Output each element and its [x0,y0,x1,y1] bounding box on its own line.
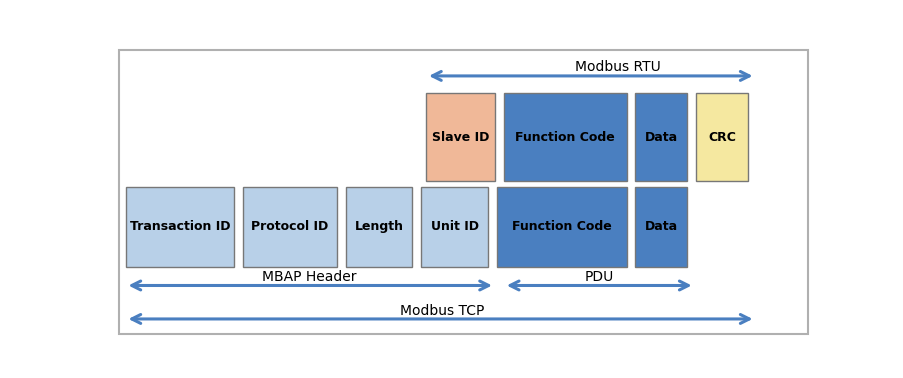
Text: Modbus RTU: Modbus RTU [574,60,659,74]
Text: Length: Length [354,220,403,233]
Text: Slave ID: Slave ID [432,130,489,144]
Text: CRC: CRC [707,130,735,144]
Text: Data: Data [644,220,677,233]
FancyBboxPatch shape [634,93,686,181]
FancyBboxPatch shape [634,186,686,266]
FancyBboxPatch shape [126,186,234,266]
FancyBboxPatch shape [503,93,626,181]
Text: Function Code: Function Code [515,130,614,144]
FancyBboxPatch shape [242,186,337,266]
FancyBboxPatch shape [497,186,626,266]
Text: Modbus TCP: Modbus TCP [400,304,484,318]
FancyBboxPatch shape [695,93,748,181]
FancyBboxPatch shape [425,93,494,181]
Text: Transaction ID: Transaction ID [129,220,230,233]
FancyBboxPatch shape [421,186,488,266]
Text: Data: Data [644,130,677,144]
Text: Unit ID: Unit ID [430,220,478,233]
Text: MBAP Header: MBAP Header [262,270,356,284]
Text: PDU: PDU [584,270,613,284]
FancyBboxPatch shape [345,186,412,266]
Text: Function Code: Function Code [511,220,611,233]
Text: Protocol ID: Protocol ID [251,220,328,233]
